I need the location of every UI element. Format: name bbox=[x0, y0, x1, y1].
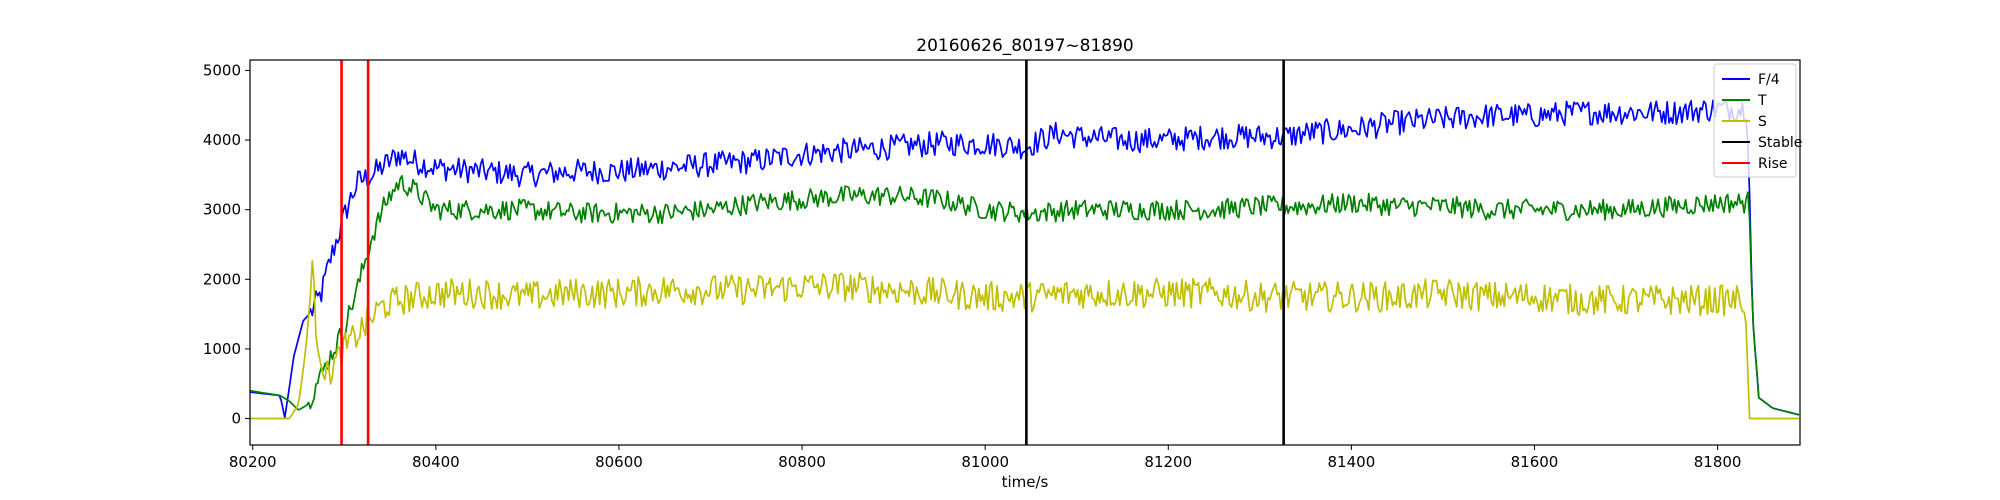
x-tick-label: 80800 bbox=[778, 453, 826, 471]
y-tick-label: 3000 bbox=[203, 201, 241, 219]
x-tick-label: 81600 bbox=[1511, 453, 1559, 471]
legend-label: F/4 bbox=[1758, 72, 1780, 88]
y-axis: 0 1000 2000 3000 4000 5000 bbox=[203, 61, 250, 428]
series-layer bbox=[250, 98, 1800, 420]
x-tick-label: 80600 bbox=[595, 453, 643, 471]
x-tick-label: 81000 bbox=[961, 453, 1009, 471]
y-tick-label: 0 bbox=[231, 410, 241, 428]
series-line-f-4 bbox=[250, 98, 1800, 419]
plot-frame bbox=[249, 59, 1801, 446]
y-tick-label: 1000 bbox=[203, 340, 241, 358]
x-tick-label: 80200 bbox=[229, 453, 277, 471]
legend: F/4 TS Stable Rise bbox=[1713, 63, 1802, 178]
x-tick-label: 81200 bbox=[1144, 453, 1192, 471]
legend-label: T bbox=[1757, 93, 1767, 109]
legend-label: Rise bbox=[1758, 156, 1788, 172]
vline-layer bbox=[340, 60, 1285, 445]
x-tick-label: 80400 bbox=[412, 453, 460, 471]
series-line-s bbox=[250, 260, 1800, 420]
legend-box bbox=[1713, 63, 1797, 178]
y-tick-label: 2000 bbox=[203, 270, 241, 288]
y-tick-label: 4000 bbox=[203, 131, 241, 149]
y-tick-label: 5000 bbox=[203, 61, 241, 79]
x-axis: 80200 80400 80600 80800 81000 81200 81400 81600… bbox=[229, 445, 1742, 471]
x-tick-label: 81800 bbox=[1694, 453, 1742, 471]
series-line-t bbox=[250, 174, 1800, 416]
x-axis-label: time/s bbox=[1002, 473, 1049, 491]
x-tick-label: 81400 bbox=[1328, 453, 1376, 471]
legend-label: S bbox=[1758, 114, 1767, 130]
legend-label: Stable bbox=[1758, 135, 1802, 151]
chart-title: 20160626_80197~81890 bbox=[916, 36, 1133, 56]
